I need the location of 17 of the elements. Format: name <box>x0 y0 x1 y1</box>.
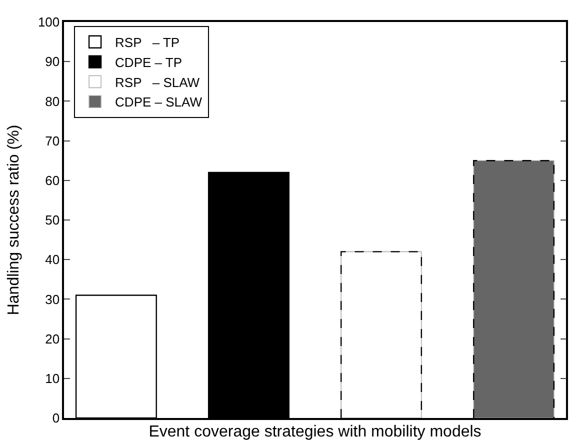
y-tick-label: 50 <box>45 212 60 228</box>
legend-label: RSP – TP <box>115 34 180 50</box>
legend-label: RSP – SLAW <box>115 74 200 90</box>
y-tick-label: 0 <box>52 410 60 426</box>
y-tick-label: 60 <box>45 172 60 188</box>
y-tick-label: 10 <box>45 370 60 386</box>
y-tick-label: 100 <box>38 14 60 30</box>
x-axis-title: Event coverage strategies with mobility models <box>148 424 482 441</box>
y-axis-title: Handling success ratio (%) <box>5 124 22 316</box>
y-tick-label: 20 <box>45 331 60 346</box>
legend-label: CDPE – TP <box>115 54 182 70</box>
legend-label: CDPE – SLAW <box>115 94 203 110</box>
y-tick-label: 70 <box>45 133 60 148</box>
y-tick-label: 30 <box>45 292 60 307</box>
y-tick-label: 90 <box>45 54 60 70</box>
y-tick-label: 40 <box>45 252 60 268</box>
y-tick-label: 80 <box>45 94 60 109</box>
